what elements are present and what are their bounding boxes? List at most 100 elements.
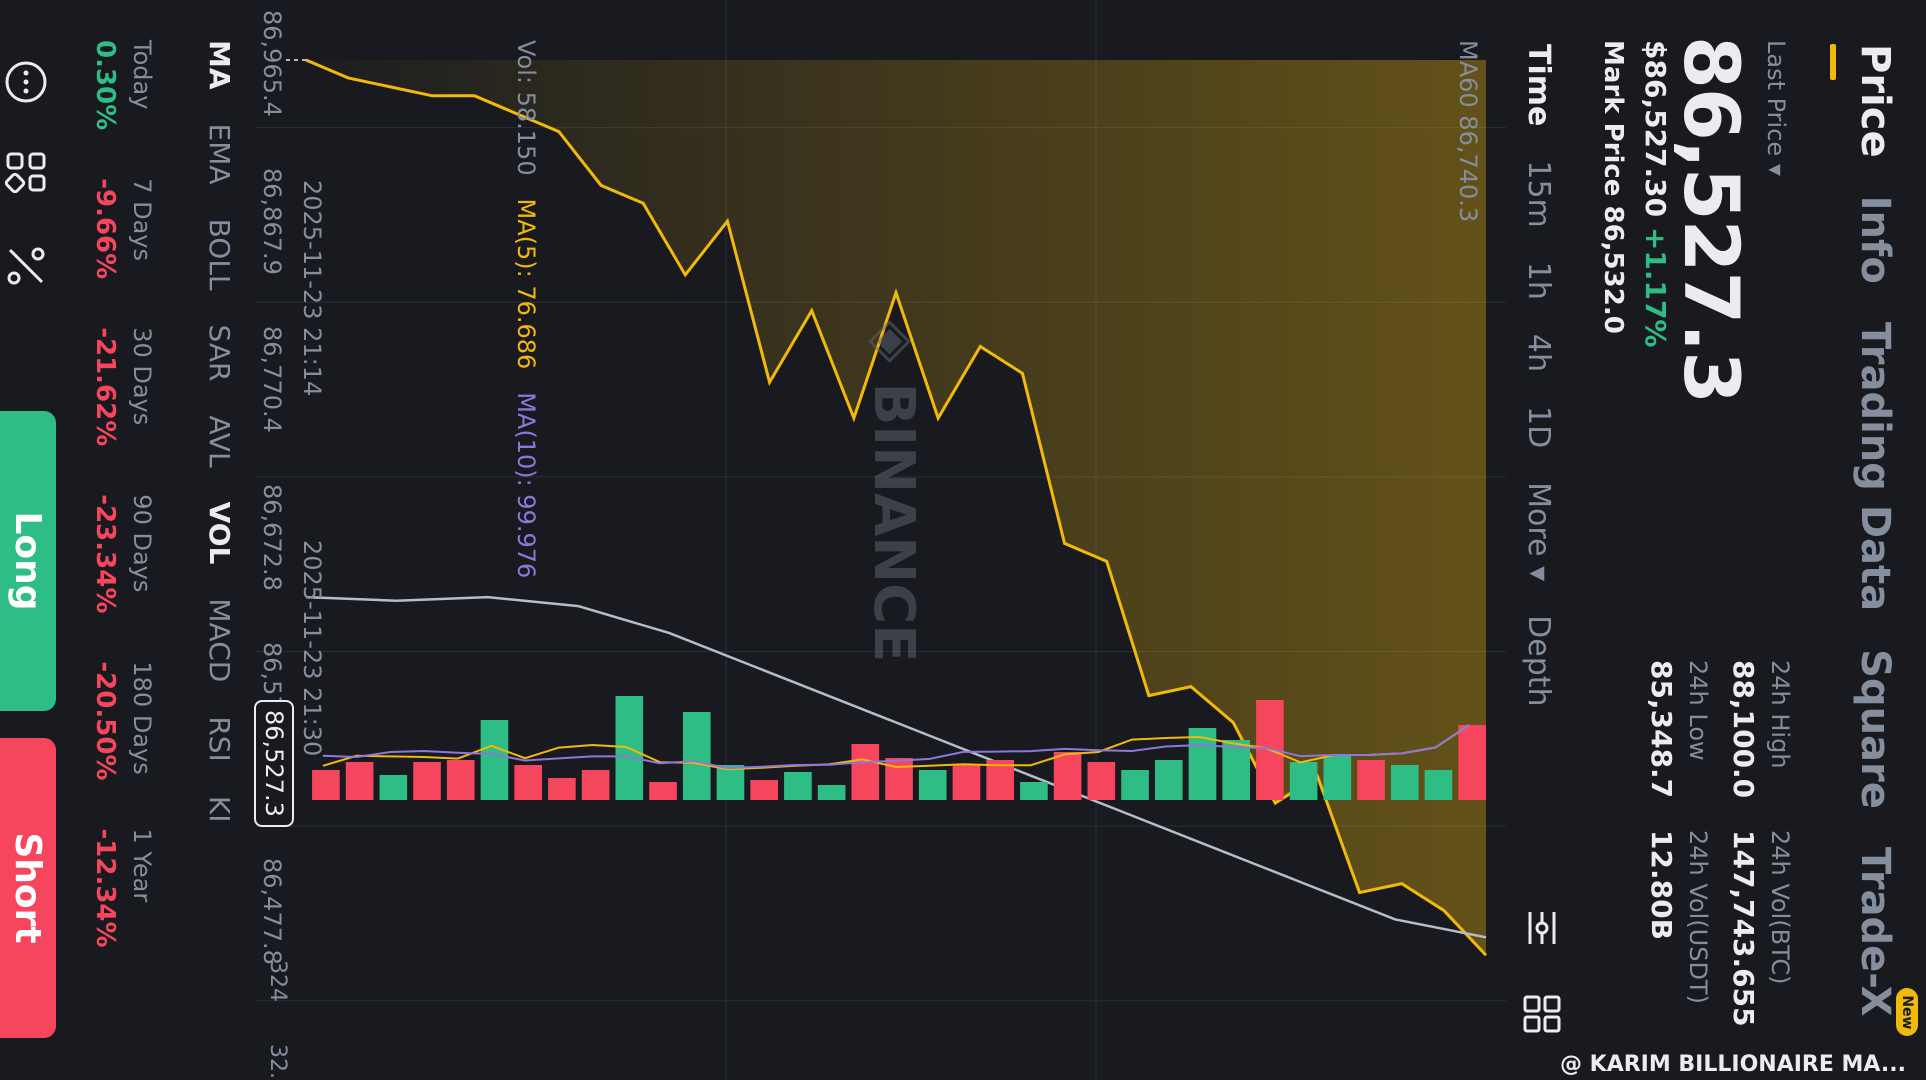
apps-button[interactable] [4,150,48,194]
timeframe-1d[interactable]: 1D [1521,405,1556,449]
stat-high-value: 88,100.0 [1727,660,1760,799]
indicator-ema[interactable]: EMA [203,123,236,185]
more-dots-icon [5,61,47,103]
timeframe-more[interactable]: More ▾ [1521,482,1556,582]
chart-settings-icon[interactable] [1522,908,1562,948]
volume-bar [1087,762,1116,800]
settings-sliders-icon [1528,912,1556,944]
drawing-tool-icon [7,247,45,285]
perf-90d: 90 Days -23.34% [90,494,156,614]
indicator-vol[interactable]: VOL [203,501,236,565]
indicator-boll[interactable]: BOLL [203,218,236,291]
usd-value-row: $86,527.30 +1.17% [1639,40,1672,348]
volume-bar [986,760,1014,800]
stat-vol-btc-label: 24h Vol(BTC) [1766,830,1794,985]
binance-logo-icon: ◈ [861,320,926,364]
ma60-label: MA60 86,740.3 [1454,40,1482,223]
chart-layout-icon[interactable] [1522,994,1562,1034]
volume-bar [1323,755,1352,800]
tab-trading-data[interactable]: Trading Data [1852,321,1898,612]
perf-180d: 180 Days -20.50% [90,661,156,781]
timeframe-depth[interactable]: Depth [1521,615,1556,707]
binance-watermark: ◈ BINANCE [861,320,926,663]
creator-watermark: @ KARIM BILLIONAIRE MA... [1560,1052,1906,1077]
volume-bar [1390,765,1419,800]
indicator-rsi[interactable]: RSI [203,716,236,762]
time-label: 2025-11-23 21:30 [298,540,326,757]
timeframe-4h[interactable]: 4h [1521,333,1556,372]
volume-bar [312,770,340,800]
stat-low-label: 24h Low [1684,660,1712,761]
tab-info[interactable]: Info [1852,195,1898,284]
timeframe-15m[interactable]: 15m [1521,160,1556,228]
indicator-avl[interactable]: AVL [203,415,236,468]
volume-bar [514,765,542,800]
perf-1y: 1 Year -12.34% [90,828,156,948]
time-label: 2025-11-23 21:14 [298,180,326,397]
draw-tool-button[interactable] [4,244,48,288]
timeframe-bar: Time 15m 1h 4h 1D More ▾ Depth [1521,44,1556,707]
volume-bar [480,720,509,800]
volume-bar [1458,725,1486,800]
price-area [306,60,1486,956]
short-button[interactable]: Short [0,738,56,1038]
caret-down-icon: ▾ [1762,163,1790,176]
volume-bar [885,758,913,800]
volume-bar [817,785,846,800]
price-axis-label: 86,770.4 [258,326,286,433]
tab-price[interactable]: Price [1852,44,1898,158]
price-chart[interactable] [256,0,1506,1080]
perf-7d: 7 Days -9.66% [90,178,156,280]
indicator-ma[interactable]: MA [203,40,236,90]
vol-axis-top: 324 [265,960,290,1002]
price-axis-label: 86,477.8 [258,858,286,965]
vol-ma5: MA(5): 76.686 [512,198,540,370]
price-line [305,58,1488,957]
timeframe-time[interactable]: Time [1521,44,1556,127]
tab-square[interactable]: Square [1852,649,1898,809]
indicator-macd[interactable]: MACD [203,598,236,683]
grid-icon [1523,995,1561,1033]
stat-low-value: 85,348.7 [1645,660,1678,799]
perf-today: Today 0.30% [90,40,156,131]
vol-axis-bottom: 32.4 [265,1044,290,1080]
performance-row: Today 0.30% 7 Days -9.66% 30 Days -21.62% 9… [90,40,156,948]
volume-bar [1222,740,1250,800]
expand-chart-button[interactable] [1860,845,1904,889]
indicator-sar[interactable]: SAR [203,324,236,382]
apps-grid-icon [4,152,46,194]
perf-30d: 30 Days -21.62% [90,327,156,447]
volume-bar [1154,760,1183,800]
volume-bar [784,772,812,800]
volume-bar [649,782,677,800]
indicator-kdj[interactable]: KI [203,795,236,823]
stat-vol-usdt-value: 12.80B [1645,830,1678,940]
indicator-bar: MA EMA BOLL SAR AVL VOL MACD RSI KI [203,40,236,822]
stat-vol-usdt-label: 24h Vol(USDT) [1684,830,1712,1004]
volume-bar [413,762,441,800]
volume-bar [1424,770,1453,800]
volume-bar [682,712,711,800]
volume-bar [918,770,947,800]
volume-bar [952,765,981,800]
last-price-label[interactable]: Last Price ▾ [1762,40,1790,176]
vol-ma10-line [322,724,1470,770]
mark-price-label: Mark Price [1598,40,1628,197]
volume-bar [1020,782,1048,800]
long-button[interactable]: Long [0,411,56,711]
price-axis-label: 86,672.8 [258,484,286,591]
mark-price-row: Mark Price 86,532.0 [1598,40,1628,334]
price-axis-label: 86,965.4 [258,10,286,117]
timeframe-1h[interactable]: 1h [1521,261,1556,300]
volume-bar [851,744,880,800]
vol-value: Vol: 58.150 [512,40,540,176]
vol-ma10: MA(10): 99.976 [512,392,540,579]
stat-high-label: 24h High [1766,660,1794,769]
ma60-line [305,595,1487,939]
volume-bar [446,760,475,800]
more-options-button[interactable] [4,60,48,104]
current-price-tag[interactable]: 86,527.3 [254,700,294,827]
volume-bar [379,775,408,800]
volume-legend: Vol: 58.150 MA(5): 76.686 MA(10): 99.976 [512,40,540,578]
